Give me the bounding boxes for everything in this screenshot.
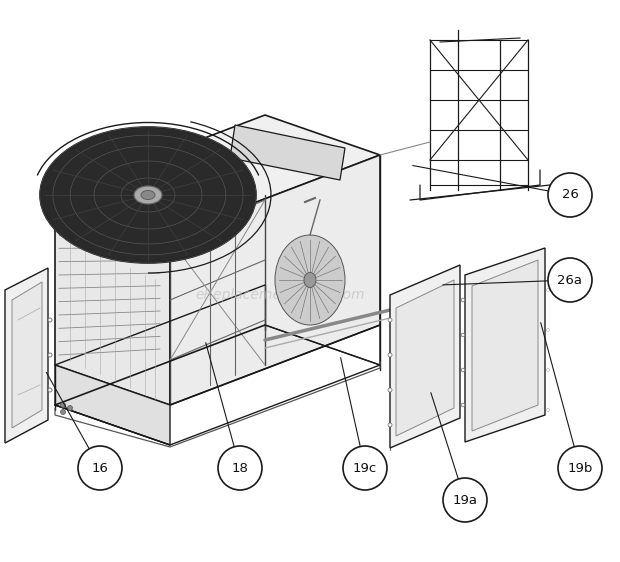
Text: eReplacementParts.com: eReplacementParts.com — [195, 288, 365, 302]
Polygon shape — [170, 155, 380, 405]
Ellipse shape — [40, 127, 256, 263]
Text: 26: 26 — [562, 188, 578, 202]
Circle shape — [546, 369, 549, 371]
Circle shape — [548, 258, 592, 302]
Circle shape — [546, 409, 549, 411]
Circle shape — [388, 353, 392, 357]
Circle shape — [461, 403, 465, 407]
Polygon shape — [472, 260, 538, 431]
Text: 16: 16 — [92, 461, 108, 474]
Text: 19c: 19c — [353, 461, 377, 474]
Circle shape — [388, 318, 392, 322]
Ellipse shape — [304, 273, 316, 288]
Circle shape — [443, 478, 487, 522]
Text: 18: 18 — [231, 461, 249, 474]
Circle shape — [48, 318, 52, 322]
Ellipse shape — [275, 235, 345, 325]
Polygon shape — [465, 248, 545, 442]
Polygon shape — [55, 365, 170, 445]
Polygon shape — [390, 265, 460, 448]
Ellipse shape — [134, 186, 162, 204]
Circle shape — [218, 446, 262, 490]
Circle shape — [461, 298, 465, 302]
Polygon shape — [5, 268, 48, 443]
Circle shape — [48, 388, 52, 392]
Circle shape — [546, 329, 549, 332]
Polygon shape — [12, 282, 42, 428]
Ellipse shape — [141, 191, 155, 200]
Circle shape — [61, 402, 66, 407]
Text: 19b: 19b — [567, 461, 593, 474]
Circle shape — [548, 173, 592, 217]
Polygon shape — [55, 115, 380, 235]
Circle shape — [68, 406, 73, 410]
Circle shape — [78, 446, 122, 490]
Text: 26a: 26a — [557, 274, 583, 287]
Circle shape — [546, 288, 549, 292]
Circle shape — [461, 368, 465, 372]
Polygon shape — [55, 195, 170, 405]
Circle shape — [461, 333, 465, 337]
Circle shape — [61, 410, 66, 415]
Circle shape — [388, 388, 392, 392]
Polygon shape — [396, 280, 454, 436]
Circle shape — [343, 446, 387, 490]
Polygon shape — [230, 125, 345, 180]
Circle shape — [48, 353, 52, 357]
Text: 19a: 19a — [453, 493, 477, 506]
Circle shape — [558, 446, 602, 490]
Circle shape — [388, 423, 392, 427]
